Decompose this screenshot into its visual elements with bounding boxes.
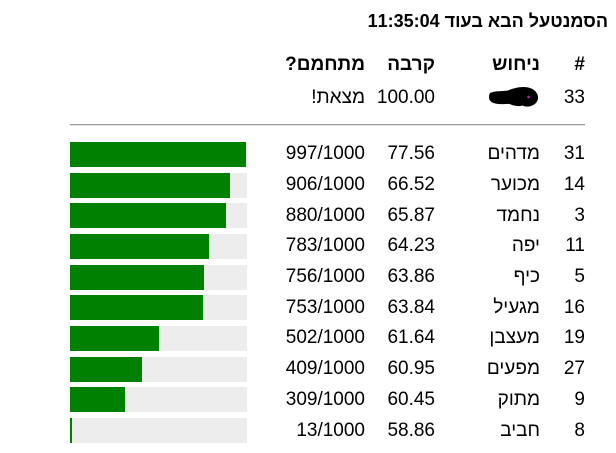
progress-track xyxy=(70,141,247,167)
col-header-warm: מתחמם? xyxy=(285,53,365,75)
guess-warm: 753/1000 xyxy=(285,296,365,318)
progress-track xyxy=(70,325,247,351)
guess-bar-cell xyxy=(70,139,247,170)
guess-warm: 997/1000 xyxy=(285,143,365,165)
guess-closeness: 66.52 xyxy=(387,174,435,196)
guess-row: 3 נחמד 65.87 880/1000 xyxy=(70,200,585,231)
guess-bar-cell xyxy=(70,385,247,416)
guess-row: 19 מעצבן 61.64 502/1000 xyxy=(70,323,585,354)
guess-row: 16 מגעיל 63.84 753/1000 xyxy=(70,292,585,323)
guess-rank: 19 xyxy=(563,327,585,349)
guess-closeness: 60.95 xyxy=(387,358,435,380)
table-separator xyxy=(70,124,585,126)
guess-bar-cell xyxy=(70,354,247,385)
guess-rank: 31 xyxy=(563,143,585,165)
guess-warm: 906/1000 xyxy=(285,174,365,196)
guess-closeness: 65.87 xyxy=(387,204,435,226)
guess-warm: 409/1000 xyxy=(285,358,365,380)
found-word-row: 33 100.00 מצאת! xyxy=(70,81,585,114)
guess-row: 27 מפעים 60.95 409/1000 xyxy=(70,354,585,385)
guess-word: נחמד xyxy=(496,204,540,226)
col-header-guess: ניחוש xyxy=(492,53,540,75)
progress-track xyxy=(70,233,247,259)
col-header-rank: # xyxy=(574,53,585,75)
found-word-cell xyxy=(435,86,540,108)
guess-warm: 502/1000 xyxy=(285,327,365,349)
guess-bar-cell xyxy=(70,231,247,262)
guess-bar-cell xyxy=(70,200,247,231)
guesses-table: # ניחוש קרבה מתחמם? 33 100.00 מצאת! 31 מ… xyxy=(70,48,585,446)
progress-fill xyxy=(70,141,247,167)
progress-fill xyxy=(70,295,204,321)
guess-row: 11 יפה 64.23 783/1000 xyxy=(70,231,585,262)
progress-track xyxy=(70,172,247,198)
guess-warm: 309/1000 xyxy=(285,388,365,410)
guess-bar-cell xyxy=(70,415,247,446)
progress-fill xyxy=(70,203,226,229)
guess-bar-cell xyxy=(70,292,247,323)
next-game-countdown: הסמנטעל הבא בעוד 11:35:04 xyxy=(367,11,608,31)
guess-closeness: 63.86 xyxy=(387,266,435,288)
guess-rank: 8 xyxy=(574,419,585,441)
guess-word: כיף xyxy=(513,266,540,288)
guess-closeness: 60.45 xyxy=(387,388,435,410)
guess-rank: 11 xyxy=(565,235,585,257)
guess-row: 5 כיף 63.86 756/1000 xyxy=(70,262,585,293)
guess-bar-cell xyxy=(70,262,247,293)
guess-warm: 880/1000 xyxy=(285,204,365,226)
progress-fill xyxy=(70,264,204,290)
guess-word: מגעיל xyxy=(493,296,540,318)
progress-track xyxy=(70,264,247,290)
guess-warm: 783/1000 xyxy=(285,235,365,257)
scribble-pen-dot xyxy=(527,96,530,99)
censored-word-scribble-icon xyxy=(488,87,539,108)
guess-word: מפעים xyxy=(486,358,540,380)
progress-fill xyxy=(70,356,143,382)
guess-row: 31 מדהים 77.56 997/1000 xyxy=(70,139,585,170)
guess-closeness: 63.84 xyxy=(387,296,435,318)
progress-fill xyxy=(70,172,231,198)
guess-rank: 16 xyxy=(563,296,585,318)
guess-rank: 27 xyxy=(563,358,585,380)
progress-track xyxy=(70,295,247,321)
found-closeness: 100.00 xyxy=(376,86,435,108)
guess-rank: 14 xyxy=(563,174,585,196)
col-header-closeness: קרבה xyxy=(387,53,435,75)
guess-row: 14 מכוער 66.52 906/1000 xyxy=(70,170,585,201)
progress-track xyxy=(70,418,247,444)
guess-word: מכוער xyxy=(490,174,540,196)
guess-rank: 9 xyxy=(574,388,585,410)
progress-track xyxy=(70,203,247,229)
guess-word: מעצבן xyxy=(489,327,540,349)
guess-word: חביב xyxy=(500,419,540,441)
progress-fill xyxy=(70,387,125,413)
guess-closeness: 64.23 xyxy=(387,235,435,257)
progress-track xyxy=(70,387,247,413)
progress-fill xyxy=(70,233,209,259)
guess-row: 8 חביב 58.86 13/1000 xyxy=(70,415,585,446)
guess-word: מדהים xyxy=(487,143,540,165)
guess-closeness: 58.86 xyxy=(387,419,435,441)
guess-rows: 31 מדהים 77.56 997/1000 14 מכוער 66.52 9… xyxy=(70,139,585,446)
progress-fill xyxy=(70,325,159,351)
table-header-row: # ניחוש קרבה מתחמם? xyxy=(70,48,585,81)
guess-warm: 756/1000 xyxy=(285,266,365,288)
guess-closeness: 77.56 xyxy=(387,143,435,165)
guess-rank: 5 xyxy=(574,266,585,288)
found-rank: 33 xyxy=(563,86,585,108)
guess-row: 9 מתוק 60.45 309/1000 xyxy=(70,385,585,416)
guess-word: מתוק xyxy=(497,388,540,410)
guess-warm: 13/1000 xyxy=(296,419,365,441)
guess-bar-cell xyxy=(70,170,247,201)
progress-track xyxy=(70,356,247,382)
guess-rank: 3 xyxy=(574,204,585,226)
guess-closeness: 61.64 xyxy=(387,327,435,349)
guess-word: יפה xyxy=(511,235,540,257)
guess-bar-cell xyxy=(70,323,247,354)
found-warm-label: מצאת! xyxy=(311,86,365,108)
progress-fill xyxy=(70,418,73,444)
